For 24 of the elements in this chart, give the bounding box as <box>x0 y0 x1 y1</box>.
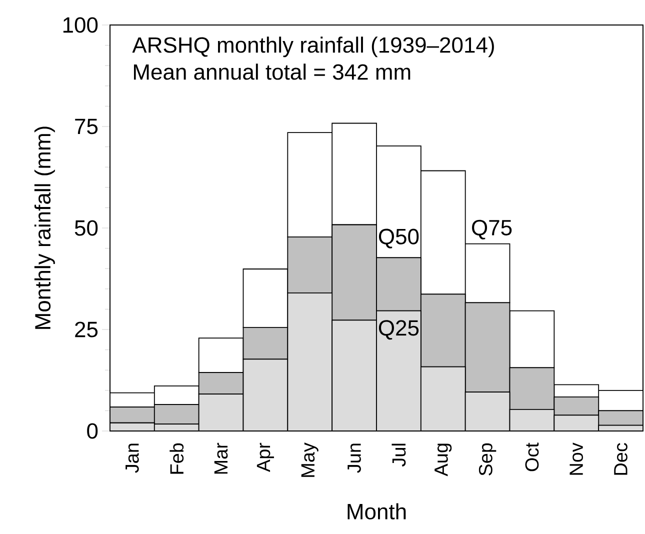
chart-title: ARSHQ monthly rainfall (1939–2014) <box>132 36 494 58</box>
x-axis-title: Month <box>348 503 406 520</box>
y-axis-title: Monthly rainfall (mm) <box>34 126 55 329</box>
x-tick-label: Sep <box>478 443 496 476</box>
x-tick-label: Nov <box>570 442 584 475</box>
x-tick-label: Jan <box>126 444 139 473</box>
x-tick-label: May <box>301 442 318 477</box>
x-tick-label: Apr <box>256 442 274 472</box>
series-label: Q75 <box>472 220 512 240</box>
y-tick-label: 75 <box>75 118 98 134</box>
series-label: Q25 <box>378 320 419 340</box>
x-tick-label: Oct <box>525 442 539 472</box>
x-tick-label: Mar <box>214 442 228 474</box>
y-tick-label: 100 <box>63 17 98 33</box>
y-tick-label: 50 <box>74 220 98 236</box>
x-tick-label: Aug <box>434 444 452 476</box>
series-label: Q50 <box>378 228 419 248</box>
x-tick-label: Jun <box>348 444 361 473</box>
x-tick-label: Jul <box>392 444 406 467</box>
x-tick-label: Feb <box>170 443 184 474</box>
text: Mean annual total = 342 mm <box>134 64 410 80</box>
y-tick-label: 25 <box>75 322 98 338</box>
x-tick-label: Dec <box>614 443 628 475</box>
y-tick-label: 0 <box>87 423 98 439</box>
